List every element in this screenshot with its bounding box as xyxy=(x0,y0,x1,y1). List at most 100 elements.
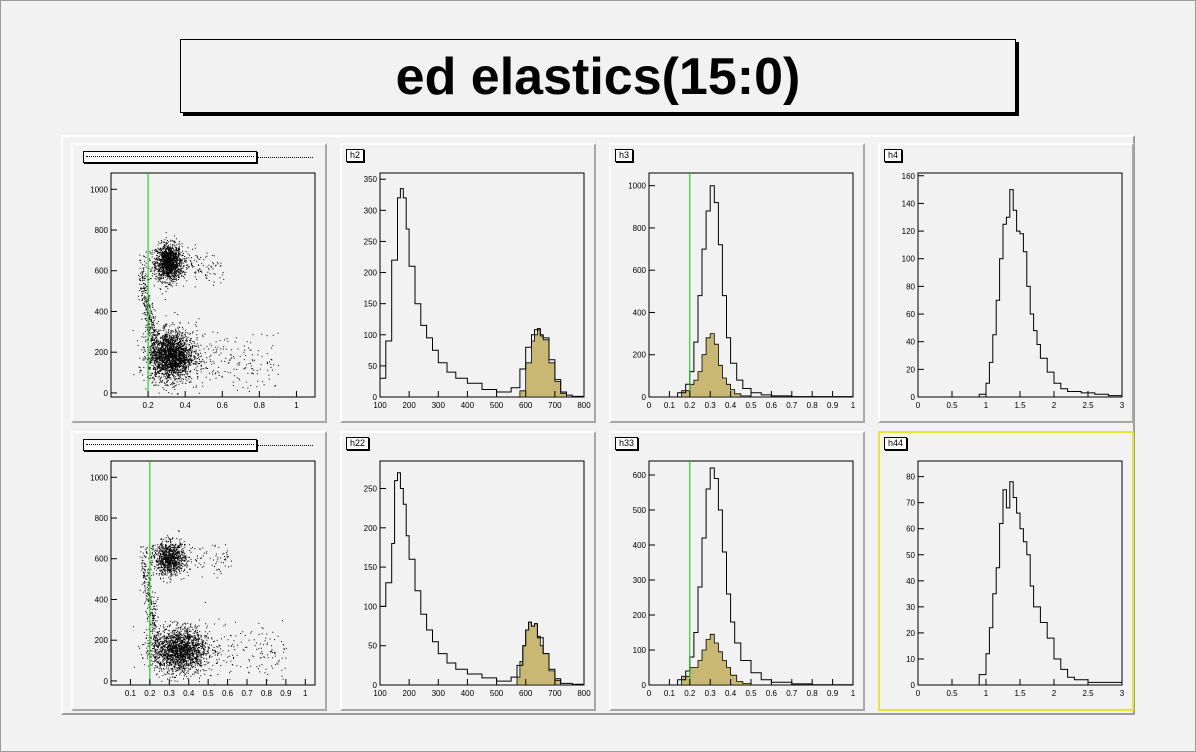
plot-frame xyxy=(648,172,854,398)
plot-area xyxy=(380,188,584,397)
x-tick-label: 0.3 xyxy=(164,689,176,698)
x-tick-label: 0.7 xyxy=(241,689,253,698)
x-tick-label: 0.2 xyxy=(143,401,155,410)
hist-outline xyxy=(380,472,584,685)
x-tick-label: 0 xyxy=(916,401,921,410)
pad-p3[interactable]: 0 0.1 0.2 0.3 0.4 0.5 0.6 0.7 0.8 0.9 1 0 200 400 600 8… xyxy=(609,143,865,423)
x-tick-label: 1.5 xyxy=(1014,401,1026,410)
plot-area xyxy=(972,481,1122,685)
pad-p5[interactable]: 0.1 0.2 0.3 0.4 0.5 0.6 0.7 0.8 0.9 1 0 200 400 600 80… xyxy=(71,431,327,711)
y-tick-label: 600 xyxy=(95,555,109,564)
y-tick-label: 1000 xyxy=(90,185,108,194)
x-tick-label: 500 xyxy=(490,401,504,410)
y-tick-label: 800 xyxy=(633,224,647,233)
dotted-line xyxy=(86,444,254,445)
x-tick-label: 700 xyxy=(548,401,562,410)
x-tick-label: 0.7 xyxy=(786,689,798,698)
x-tick-label: 0.4 xyxy=(725,401,737,410)
pad-p7[interactable]: 0 0.1 0.2 0.3 0.4 0.5 0.6 0.7 0.8 0.9 1 0 100 200 300 4… xyxy=(609,431,865,711)
y-tick-label: 100 xyxy=(902,255,916,264)
y-tick-label: 50 xyxy=(368,362,377,371)
x-tick-label: 800 xyxy=(577,401,591,410)
title-box-empty xyxy=(83,151,257,163)
pad-p1[interactable]: 0.2 0.4 0.6 0.8 1 0 200 400 600 800 1000 xyxy=(71,143,327,423)
y-tick-label: 140 xyxy=(902,199,916,208)
chart-p7: 0 0.1 0.2 0.3 0.4 0.5 0.6 0.7 0.8 0.9 1 0 100 200 300 4… xyxy=(633,460,856,698)
x-tick-label: 0.2 xyxy=(684,401,696,410)
x-tick-label: 600 xyxy=(519,401,533,410)
x-tick-label: 0.5 xyxy=(203,689,215,698)
y-tick-label: 150 xyxy=(364,300,378,309)
x-tick-label: 0.5 xyxy=(745,401,757,410)
hist-outline xyxy=(972,481,1122,685)
pad-p4[interactable]: 0 0.5 1 1.5 2 2.5 3 0 20 40 60 80 100 120 140 160 h4 xyxy=(878,143,1134,423)
x-tick-label: 0.8 xyxy=(261,689,273,698)
x-tick-label: 0.1 xyxy=(664,689,676,698)
x-tick-label: 0.4 xyxy=(180,401,192,410)
plot-area xyxy=(380,472,584,685)
y-tick-label: 600 xyxy=(633,471,647,480)
chart-p5: 0.1 0.2 0.3 0.4 0.5 0.6 0.7 0.8 0.9 1 0 200 400 600 80… xyxy=(90,460,316,698)
x-tick-label: 0.5 xyxy=(946,401,958,410)
pad-p2[interactable]: 100 200 300 400 500 600 700 800 0 50 100 150 200 250 3… xyxy=(340,143,596,423)
chart-p1: 0.2 0.4 0.6 0.8 1 0 200 400 600 800 1000 xyxy=(90,172,316,410)
plot-frame xyxy=(917,172,1123,398)
y-tick-label: 160 xyxy=(902,172,916,181)
x-tick-label: 1 xyxy=(984,689,989,698)
y-tick-label: 40 xyxy=(906,577,915,586)
x-tick-label: 0.8 xyxy=(807,689,819,698)
y-tick-label: 800 xyxy=(95,514,109,523)
x-tick-label: 300 xyxy=(432,401,446,410)
x-tick-label: 2 xyxy=(1052,689,1057,698)
x-tick-label: 0.1 xyxy=(664,401,676,410)
x-tick-label: 1 xyxy=(851,689,856,698)
pad-p8[interactable]: 0 0.5 1 1.5 2 2.5 3 0 10 20 30 40 50 60 70 80 h44 xyxy=(878,431,1134,711)
x-tick-label: 0.3 xyxy=(705,401,717,410)
x-tick-label: 2.5 xyxy=(1082,689,1094,698)
x-tick-label: 300 xyxy=(432,689,446,698)
scatter-points xyxy=(133,530,287,685)
hist-name: h33 xyxy=(615,437,639,450)
x-tick-label: 0 xyxy=(647,689,652,698)
y-tick-label: 250 xyxy=(364,485,378,494)
hist-outline xyxy=(669,185,853,397)
x-tick-label: 0.8 xyxy=(807,401,819,410)
scatter-points xyxy=(132,232,279,397)
plot-area xyxy=(972,189,1122,397)
x-tick-label: 0.6 xyxy=(766,401,778,410)
y-tick-label: 30 xyxy=(906,603,915,612)
pad-p6[interactable]: 100 200 300 400 500 600 700 800 0 50 100 150 200 250 h… xyxy=(340,431,596,711)
y-tick-label: 60 xyxy=(906,525,915,534)
y-tick-label: 600 xyxy=(633,266,647,275)
y-tick-label: 600 xyxy=(95,267,109,276)
x-tick-label: 700 xyxy=(548,689,562,698)
x-tick-label: 0.9 xyxy=(827,401,839,410)
hist-name: h44 xyxy=(884,437,908,450)
x-tick-label: 400 xyxy=(461,401,475,410)
x-tick-label: 0 xyxy=(916,689,921,698)
y-tick-label: 300 xyxy=(364,206,378,215)
y-tick-label: 20 xyxy=(906,629,915,638)
y-tick-label: 0 xyxy=(911,681,916,690)
x-tick-label: 200 xyxy=(402,689,416,698)
x-tick-label: 2.5 xyxy=(1082,401,1094,410)
chart-p4: 0 0.5 1 1.5 2 2.5 3 0 20 40 60 80 100 120 140 160 xyxy=(902,172,1125,410)
dotted-line xyxy=(86,156,254,157)
dotted-line xyxy=(257,157,313,158)
hist-filled xyxy=(673,633,752,685)
y-tick-label: 70 xyxy=(906,499,915,508)
y-tick-label: 50 xyxy=(906,551,915,560)
hist-name: h4 xyxy=(884,149,903,162)
y-tick-label: 100 xyxy=(364,602,378,611)
x-tick-label: 400 xyxy=(461,689,475,698)
x-tick-label: 0.1 xyxy=(125,689,137,698)
x-tick-label: 0.9 xyxy=(827,689,839,698)
y-tick-label: 200 xyxy=(95,636,109,645)
hist-name: h22 xyxy=(346,437,370,450)
chart-p2: 100 200 300 400 500 600 700 800 0 50 100 150 200 250 3… xyxy=(364,172,591,410)
x-tick-label: 1 xyxy=(303,689,308,698)
y-tick-label: 300 xyxy=(633,576,647,585)
x-tick-label: 0.2 xyxy=(144,689,156,698)
